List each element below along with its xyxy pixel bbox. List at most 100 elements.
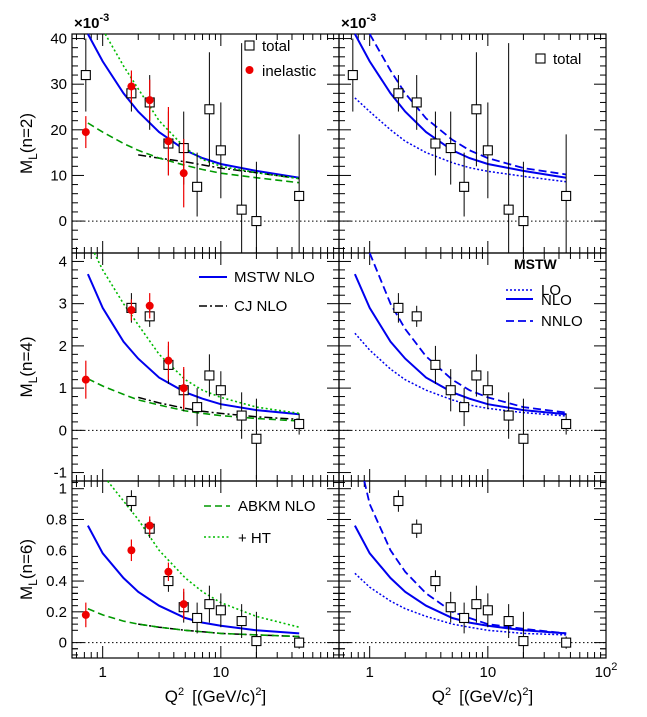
x-tick-label-base: 1 — [366, 664, 374, 681]
total-point — [459, 181, 470, 192]
legend-label-mstw-nlo: MSTW NLO — [234, 269, 315, 286]
y-axis-title-sub: L — [26, 579, 40, 586]
x-tick-label-exp: 2 — [611, 661, 617, 673]
x-tick-label: 10 — [212, 664, 229, 681]
total-point — [518, 216, 529, 227]
y-axis-title-main: M — [17, 160, 36, 174]
axis-multiplier-base: ×10 — [341, 15, 366, 32]
y-axis-title-rest: (n=2) — [17, 113, 36, 153]
y-axis-title-rest: (n=6) — [17, 539, 36, 579]
total-point — [561, 418, 572, 430]
y-axis-title-rest: (n=4) — [17, 336, 36, 376]
total-point — [445, 385, 456, 396]
total-point — [347, 70, 358, 81]
inelastic-point — [127, 546, 136, 555]
y-axis-title: ML(n=6) — [17, 539, 40, 600]
x-tick-label: 1 — [99, 664, 107, 681]
x-tick-label: 102 — [595, 661, 618, 681]
curve-lo — [354, 97, 567, 183]
curve-mstw-nlo — [86, 273, 300, 416]
axis-multiplier: ×10-3 — [341, 12, 376, 32]
x-axis-title-part: ] — [262, 687, 267, 706]
total-point — [236, 616, 247, 627]
total-point — [294, 637, 305, 648]
total-point — [393, 302, 404, 313]
total-point — [471, 370, 482, 381]
y-tick-label: 10 — [50, 167, 67, 184]
curve-mstw-nlo — [87, 525, 300, 635]
curve-ht — [106, 480, 300, 628]
y-tick-label: 0.6 — [46, 542, 67, 559]
total-point — [459, 612, 470, 624]
total-point — [471, 104, 482, 115]
total-point — [236, 204, 247, 215]
total-point — [482, 145, 493, 156]
y-tick-label: 1 — [59, 380, 67, 397]
x-axis-title-part: [(GeV/c) — [192, 687, 255, 706]
x-axis-title-part: ] — [529, 687, 534, 706]
x-axis-title-part: 2 — [255, 686, 261, 698]
y-axis-title-sub: L — [26, 376, 40, 383]
y-tick-label: 1 — [59, 481, 67, 498]
x-tick-label-base: 1 — [99, 664, 107, 681]
curve-abkm-nlo — [87, 607, 300, 638]
total-point — [204, 370, 215, 381]
inelastic-point — [164, 567, 173, 576]
total-point — [411, 97, 422, 108]
x-tick-label-base: 10 — [479, 664, 496, 681]
curve-nnlo — [368, 33, 567, 176]
legend-total-marker — [535, 53, 546, 64]
total-point — [411, 523, 422, 534]
panel-frame-r2-right — [338, 480, 607, 659]
x-axis-title: Q2 [(GeV/c)2] — [165, 686, 267, 706]
total-point — [482, 605, 493, 616]
total-point — [215, 385, 226, 396]
total-point — [192, 402, 203, 413]
curve-layer — [86, 33, 567, 638]
total-point — [471, 599, 482, 610]
total-point — [80, 70, 91, 81]
inelastic-point — [164, 356, 173, 365]
x-tick-label: 1 — [366, 664, 374, 681]
inelastic-point — [81, 128, 90, 137]
curve-nnlo — [368, 252, 567, 414]
total-point — [430, 138, 441, 149]
total-point — [459, 402, 470, 413]
curve-abkm-nlo — [87, 122, 300, 184]
legend-label-mstw-head: MSTW — [514, 256, 558, 272]
total-point — [192, 181, 203, 192]
legend-label-total: total — [262, 38, 290, 55]
legend-label-inelastic: inelastic — [262, 63, 317, 80]
inelastic-point — [127, 306, 136, 314]
y-tick-label: 4 — [59, 253, 67, 270]
total-point — [251, 433, 262, 444]
y-axis-title: ML(n=2) — [17, 113, 40, 174]
inelastic-point — [145, 301, 154, 310]
panel-frame-r1-right — [338, 252, 607, 482]
inelastic-point — [81, 610, 90, 619]
total-point — [251, 216, 262, 227]
inelastic-point — [179, 600, 188, 609]
total-point — [251, 636, 262, 647]
x-tick-label-base: 10 — [595, 664, 612, 681]
y-axis-title-main: M — [17, 586, 36, 600]
curve-lo — [354, 332, 567, 417]
total-point — [482, 385, 493, 396]
axis-multiplier-base: ×10 — [74, 15, 99, 32]
inelastic-point — [81, 375, 90, 384]
total-point — [204, 104, 215, 115]
x-axis-title-part: Q — [432, 687, 445, 706]
inelastic-point — [179, 384, 188, 393]
y-tick-label: 30 — [50, 76, 67, 93]
inelastic-point — [145, 96, 154, 105]
x-axis-title-part: [(GeV/c) — [459, 687, 522, 706]
total-point — [430, 359, 441, 370]
y-axis-title-main: M — [17, 383, 36, 397]
total-point — [215, 145, 226, 156]
x-axis-title: Q2 [(GeV/c)2] — [432, 686, 534, 706]
y-tick-label: -1 — [54, 465, 67, 482]
legend-label-abkm-nlo: ABKM NLO — [238, 498, 316, 515]
axis-multiplier: ×10-3 — [74, 12, 109, 32]
curve-mstw-nlo — [87, 33, 300, 179]
x-axis-title-part: Q — [165, 687, 178, 706]
